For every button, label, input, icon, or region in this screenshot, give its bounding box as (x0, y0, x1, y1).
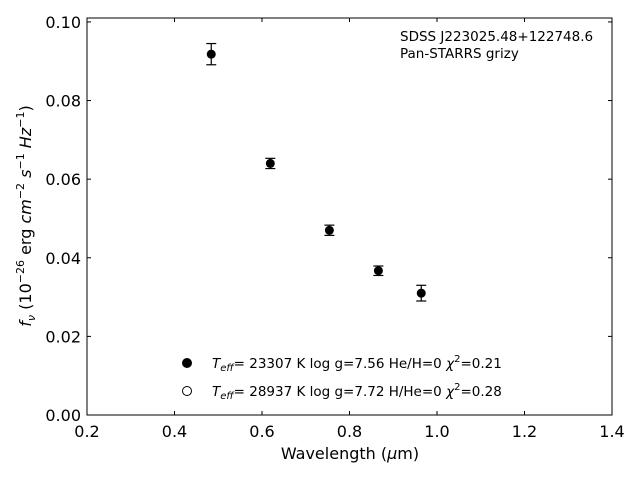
legend-entry-1: Teff= 23307 K log g=7.56 He/H=0 χ2=0.21 (212, 354, 502, 374)
x-tick-label: 0.8 (337, 422, 362, 441)
data-point (206, 49, 216, 59)
data-points (206, 42, 427, 302)
y-tick-label: 0.06 (45, 170, 81, 189)
x-tick-label: 1.0 (424, 422, 449, 441)
y-tick-label: 0.08 (45, 92, 81, 111)
x-tick-label: 0.4 (162, 422, 187, 441)
x-tick-label: 0.2 (74, 422, 99, 441)
y-tick-label: 0.02 (45, 327, 81, 346)
data-point (373, 266, 383, 276)
legend-marker-open (182, 386, 192, 396)
data-point (265, 158, 275, 168)
y-tick-label: 0.04 (45, 249, 81, 268)
plot-area (86, 17, 613, 416)
survey-annotation: Pan-STARRS grizy (400, 46, 519, 62)
legend-entry-2: Teff= 28937 K log g=7.72 H/He=0 χ2=0.28 (212, 382, 502, 402)
y-axis-label: fν (10−26 erg cm−2 s−1 Hz−1) (14, 105, 38, 326)
y-tick-label: 0.00 (45, 406, 81, 425)
object-name-annotation: SDSS J223025.48+122748.6 (400, 29, 593, 45)
x-axis-label: Wavelength (μm) (281, 444, 419, 463)
legend: Teff= 23307 K log g=7.56 He/H=0 χ2=0.21 … (182, 354, 502, 402)
axis-ticks: 0.2 0.4 0.6 0.8 1.0 1.2 1.4 0.00 0.02 0.04 0.06 0.0… (45, 13, 624, 441)
x-tick-label: 0.6 (249, 422, 274, 441)
y-tick-label: 0.10 (45, 13, 81, 32)
legend-marker-filled (182, 358, 192, 368)
data-point (324, 225, 334, 235)
x-tick-label: 1.4 (599, 422, 624, 441)
data-point (416, 288, 426, 298)
x-tick-label: 1.2 (512, 422, 537, 441)
